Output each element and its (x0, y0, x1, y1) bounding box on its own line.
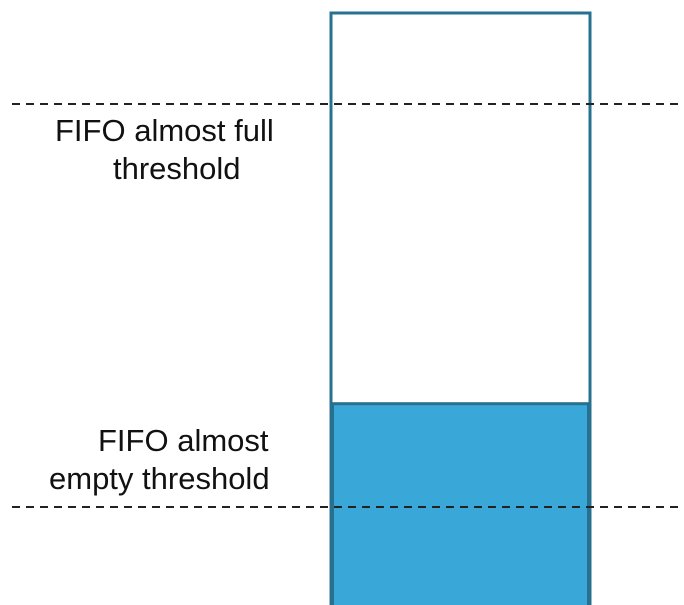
fifo-fill-level (331, 402, 590, 605)
almost-empty-label-line-1: FIFO almost (98, 423, 269, 458)
almost-empty-threshold-label: FIFO almost empty threshold (49, 422, 270, 498)
almost-full-label-line-1: FIFO almost full (55, 113, 274, 148)
almost-full-label-line-2: threshold (113, 151, 241, 186)
almost-empty-label-line-2: empty threshold (49, 461, 270, 496)
almost-full-threshold-label: FIFO almost full threshold (55, 112, 274, 188)
